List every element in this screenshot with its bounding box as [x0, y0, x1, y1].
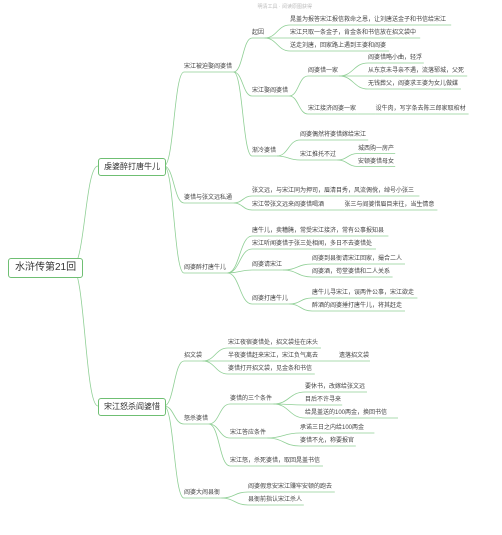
- l2-node: 宋江被迫娶阎婆惜: [184, 64, 232, 71]
- l5-node: 从东京未寻亲不遇，流落郓城，父死: [368, 68, 464, 75]
- l3-node: 张文远，与宋江同为押司，眉清目秀，风流倜傥，绰号小张三: [252, 188, 414, 195]
- l2-node: 阎婆大闹县衙: [184, 490, 220, 497]
- l3-node: 宋江听闻婆惜于张三处相闻，多日不去婆惜处: [252, 241, 372, 248]
- l3-node: 婆惜打开招文袋，见金条和书信: [228, 366, 312, 373]
- l2-node: 阎婆醉打唐牛儿: [184, 265, 226, 272]
- l4-node: 要休书，改嫁给张文远: [305, 384, 365, 391]
- l5-node: 城西购一房产: [358, 146, 394, 153]
- l3-node: 渐冷婆惜: [252, 148, 276, 155]
- l5-node: 无钱葬父，阎婆求王婆为女儿做媒: [368, 81, 458, 88]
- l4-node: 婆惜不允，称要报官: [300, 438, 354, 445]
- l3-node: 阎婆请宋江: [252, 262, 282, 269]
- l3-node: 婆惜的三个条件: [230, 396, 272, 403]
- l4-node: 送走刘唐，回家路上遇到王婆和阎婆: [290, 43, 386, 50]
- l3-node: 县衙前指认宋江杀人: [248, 497, 302, 504]
- root-node: 水浒传第21回: [8, 258, 83, 278]
- l3-node: 宋江带张文远来阎婆惜喝酒: [252, 202, 324, 209]
- l3-node: 宋江娶阎婆惜: [252, 88, 288, 95]
- l3-node: 半夜婆惜赶来宋江，宋江负气离去: [228, 353, 318, 360]
- l1-node: 虔婆醉打唐牛儿: [98, 158, 166, 176]
- l4-node: 晁盖为报答宋江报信救命之恩，让刘唐送金子和书信给宋江: [290, 17, 446, 24]
- l4-node: 宋江推托不过: [300, 152, 336, 159]
- l4-node: 阎婆酒，苟堂婆惜和二人关系: [312, 269, 390, 276]
- l3-tail: 张三与阎婆惜眉目来往，当生情意: [344, 202, 434, 209]
- l4-node: 宋江只取一条金子，肯金条和书信放在招文袋中: [290, 30, 416, 37]
- l4-node: 给晁盖送的100两金，换回书信: [305, 410, 387, 417]
- mindmap-canvas: 明清工具 · 阅读原图获得 水浒传第21回虔婆醉打唐牛儿宋江怒杀阎婆惜宋江被迫娶…: [0, 0, 502, 535]
- l4-node: 醉酒的阎婆捶打唐牛儿，将其赶走: [312, 303, 402, 310]
- l3-node: 唐牛儿，卖糟腌，常受宋江接济，常有公事报知县: [252, 228, 384, 235]
- l4-node: 唐牛儿寻宋江，误两件公事，宋江欲走: [312, 290, 414, 297]
- l4-node: 阎婆到县衙请宋江回家，撮合二人: [312, 256, 402, 263]
- l3-node: 阎婆打唐牛儿: [252, 296, 288, 303]
- l4-node: 目后不许寻来: [305, 397, 341, 404]
- l4-tail: 设牛肉，写字条去陈三郎家取棺材: [376, 106, 466, 113]
- l3-node: 宋江怒，杀死婆惜，取回晁盖书信: [230, 458, 320, 465]
- l5-node: 阎婆惜略小曲，轻浮: [368, 55, 422, 62]
- l3-node: 阎婆假意安宋江赚牢安顿的跑去: [248, 484, 332, 491]
- l4-node: 宋江接济阎婆一家: [308, 106, 356, 113]
- l3-tail: 遗落招文袋: [339, 353, 369, 360]
- l1-node: 宋江怒杀阎婆惜: [98, 398, 166, 416]
- l2-node: 婆惜与张文远私通: [184, 195, 232, 202]
- l3-node: 起因: [252, 30, 264, 37]
- l5-node: 安顿婆惜母女: [358, 159, 394, 166]
- l4-node: 阎婆偶然将婆惜嫁给宋江: [300, 132, 366, 139]
- l3-node: 宋江答应条件: [230, 430, 266, 437]
- l3-node: 宋江夜宿婆惜处，招文袋挂在床头: [228, 340, 318, 347]
- l4-node: 阎婆惜一家: [308, 68, 338, 75]
- l4-node: 承诺三日之内给100两金: [300, 425, 364, 432]
- l2-node: 招文袋: [184, 353, 202, 360]
- l2-node: 怒杀婆惜: [184, 416, 208, 423]
